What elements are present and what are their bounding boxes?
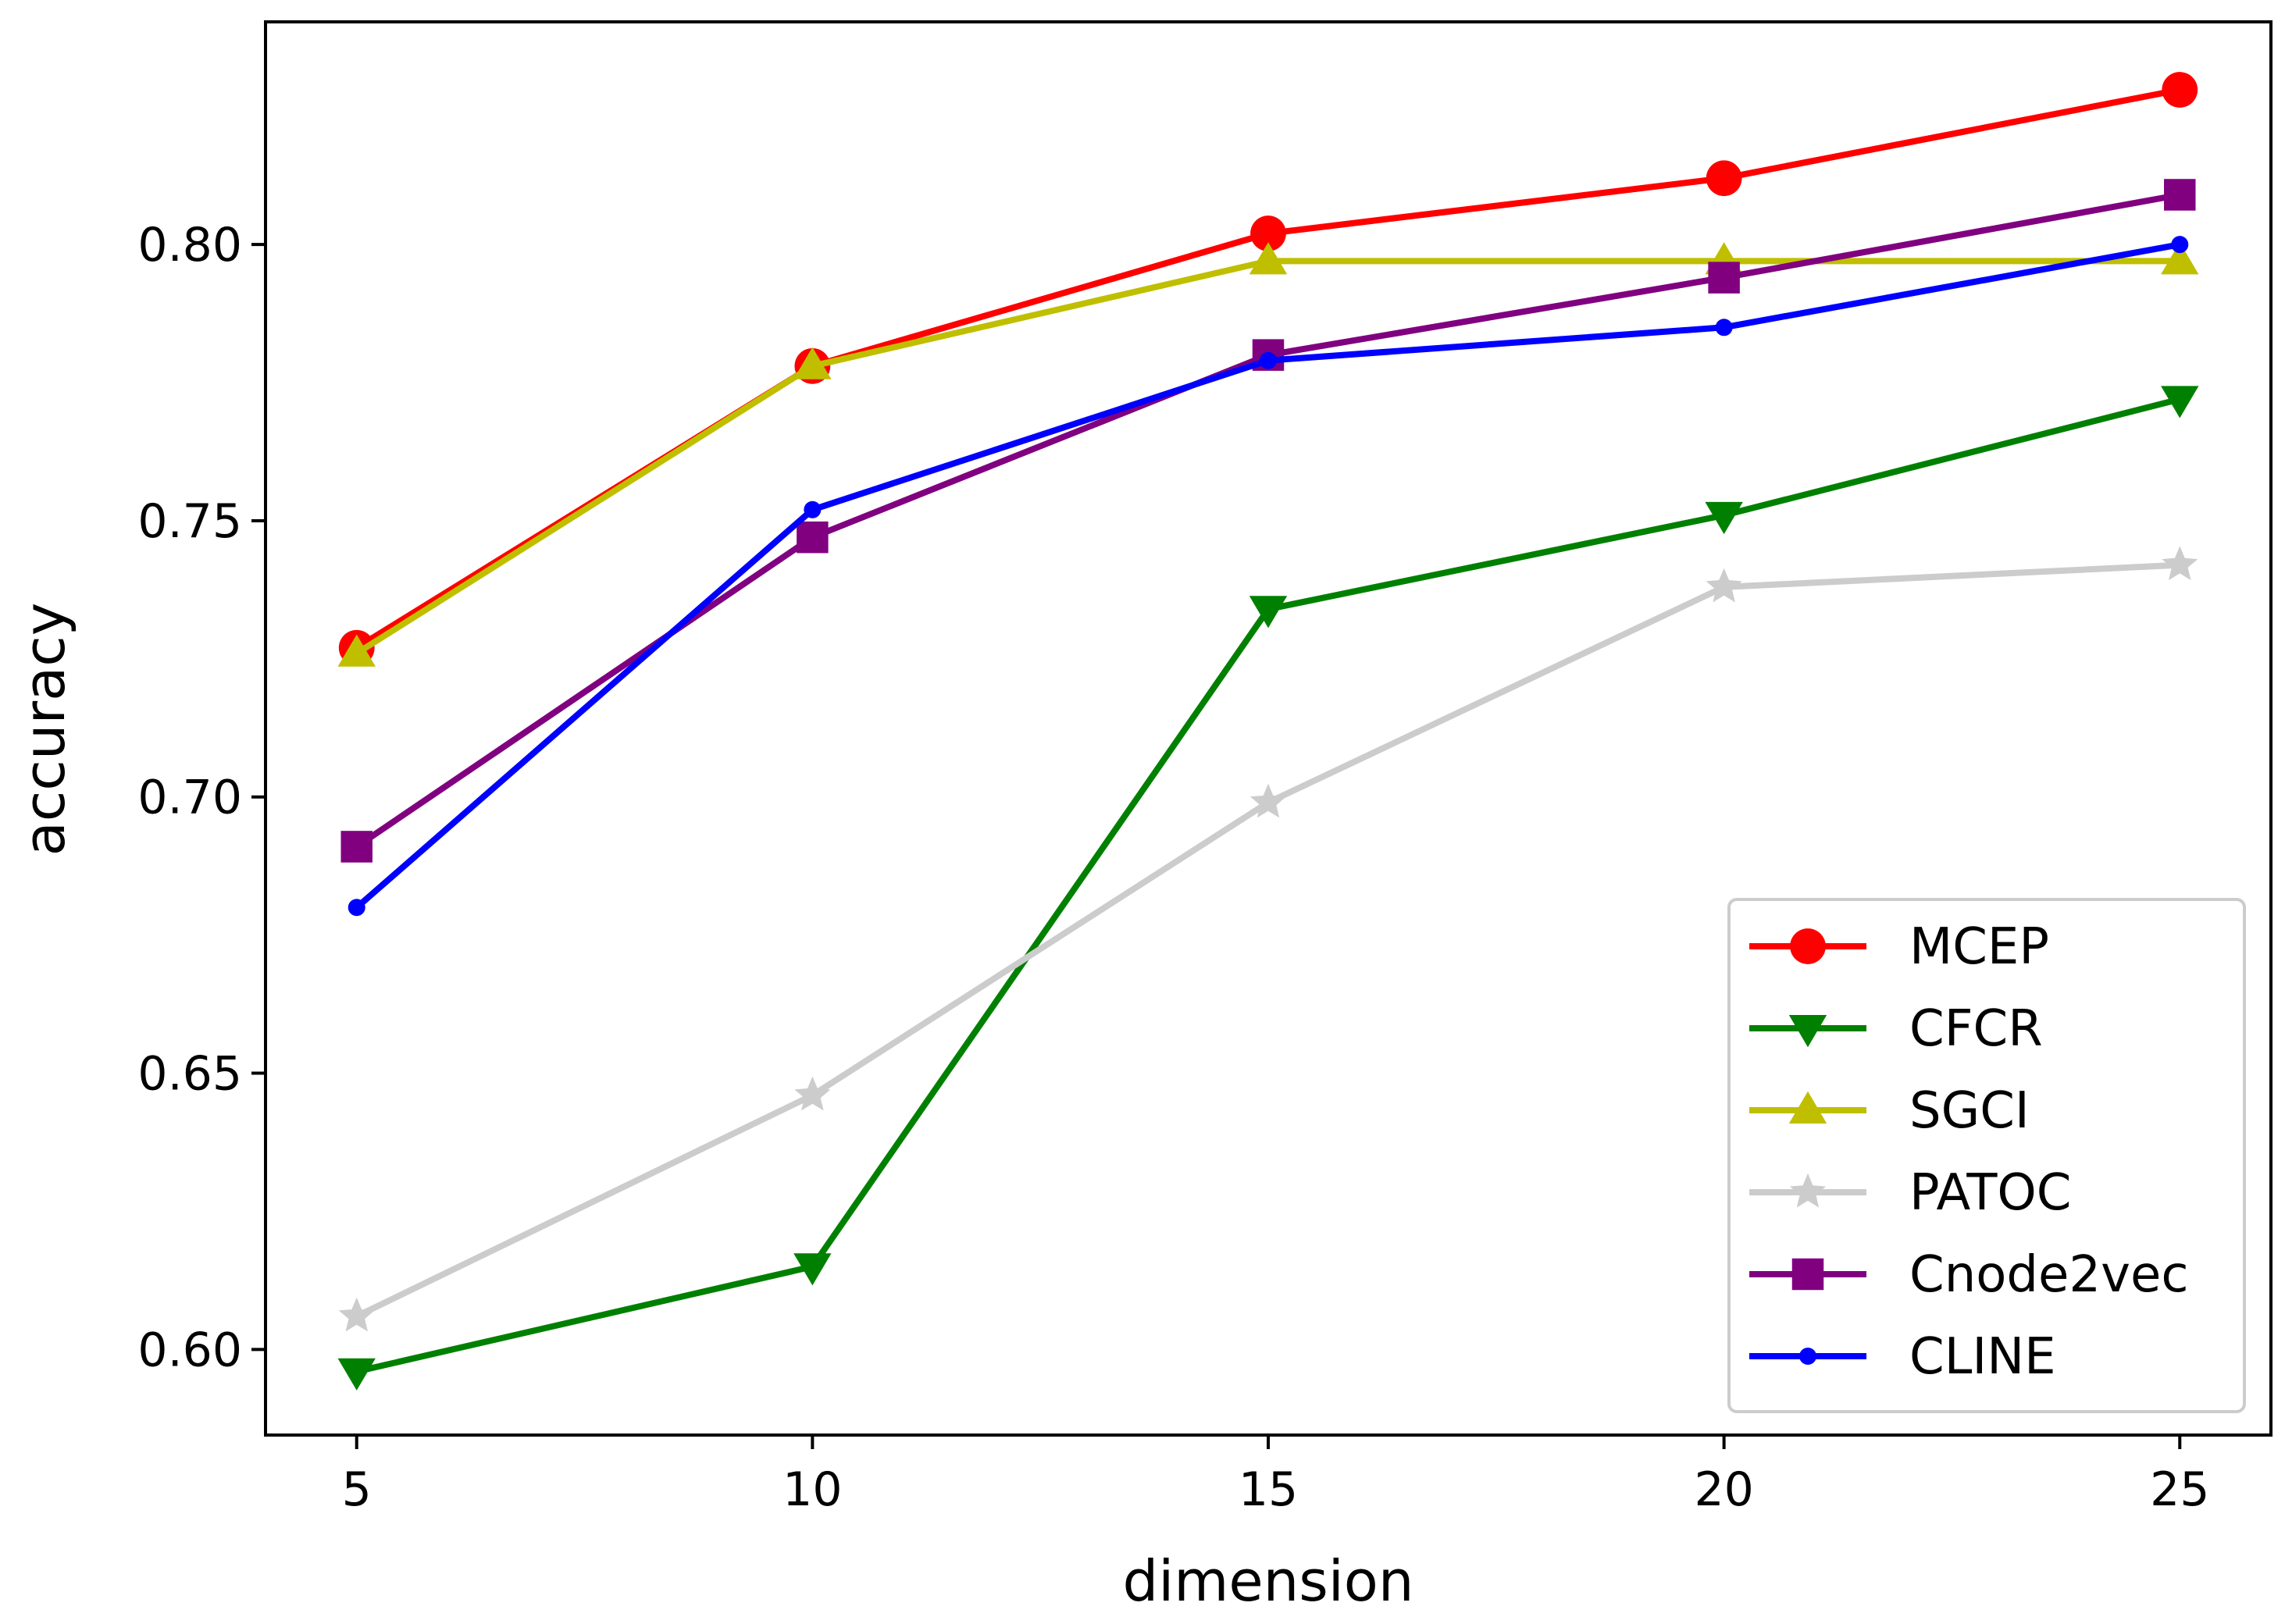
data-point-cfcr: [1249, 596, 1288, 629]
data-point-cline: [348, 899, 365, 917]
data-point-sgci: [793, 347, 832, 379]
y-tick-label: 0.75: [137, 494, 242, 549]
legend-item-mcep: MCEP: [1749, 918, 2049, 976]
data-point-cfcr: [2161, 386, 2199, 418]
legend-label-cline: CLINE: [1909, 1328, 2056, 1386]
legend-marker-cfcr: [1788, 1015, 1827, 1048]
data-point-cfcr: [337, 1358, 376, 1391]
data-point-cline: [1260, 351, 1277, 369]
x-tick-label: 5: [342, 1462, 372, 1517]
legend-marker-mcep: [1790, 928, 1826, 964]
data-point-cfcr: [1705, 501, 1743, 535]
data-point-mcep: [1706, 160, 1742, 197]
data-point-cnode2vec: [340, 831, 373, 863]
series-cline: [348, 236, 2189, 917]
legend-label-sgci: SGCI: [1909, 1082, 2030, 1140]
legend-marker-patoc: [1790, 1173, 1826, 1208]
data-point-mcep: [1250, 215, 1286, 251]
legend-marker-cline: [1799, 1348, 1816, 1365]
data-point-mcep: [2162, 72, 2198, 108]
data-point-cline: [804, 500, 822, 518]
x-tick-label: 15: [1239, 1462, 1298, 1517]
data-point-sgci: [2161, 242, 2199, 275]
y-tick-label: 0.70: [137, 771, 242, 825]
data-point-cfcr: [793, 1253, 832, 1286]
data-point-patoc: [338, 1297, 375, 1332]
data-point-cnode2vec: [797, 521, 829, 554]
y-tick-label: 0.65: [137, 1047, 242, 1102]
legend-item-patoc: PATOC: [1749, 1164, 2071, 1222]
series-layer: [337, 72, 2199, 1391]
legend-item-cline: CLINE: [1749, 1328, 2056, 1386]
x-tick-label: 20: [1694, 1462, 1753, 1517]
legend-item-cnode2vec: Cnode2vec: [1749, 1246, 2189, 1304]
data-point-cline: [2171, 236, 2189, 254]
series-patoc: [338, 546, 2198, 1332]
data-point-patoc: [2162, 546, 2198, 581]
x-tick-label: 25: [2150, 1462, 2209, 1517]
data-point-patoc: [1706, 568, 1742, 603]
legend-label-cfcr: CFCR: [1909, 1000, 2043, 1058]
legend-item-cfcr: CFCR: [1749, 1000, 2043, 1058]
legend-item-sgci: SGCI: [1749, 1082, 2030, 1140]
legend-label-patoc: PATOC: [1909, 1164, 2071, 1222]
series-cfcr: [337, 386, 2199, 1391]
y-axis-label: accuracy: [12, 603, 77, 857]
data-point-cnode2vec: [1708, 262, 1740, 294]
data-point-patoc: [794, 1076, 831, 1111]
y-tick-label: 0.60: [137, 1323, 242, 1377]
axis-ticks: 5 10 15 20 25 0.60 0.65 0.70 0.75 0.80: [137, 218, 2209, 1517]
legend-marker-sgci: [1788, 1091, 1827, 1124]
data-point-cline: [1715, 319, 1733, 337]
data-point-cnode2vec: [2164, 179, 2196, 211]
legend-label-cnode2vec: Cnode2vec: [1909, 1246, 2189, 1304]
data-point-sgci: [337, 634, 376, 667]
x-tick-label: 10: [782, 1462, 842, 1517]
legend: MCEP CFCR SGCI PATOC Cnode2vec CLINE: [1727, 898, 2246, 1413]
y-tick-label: 0.80: [137, 218, 242, 272]
legend-label-mcep: MCEP: [1909, 918, 2049, 976]
legend-marker-cnode2vec: [1791, 1258, 1824, 1291]
x-axis-label: dimension: [1123, 1548, 1414, 1614]
data-point-patoc: [1250, 783, 1286, 818]
data-point-sgci: [1249, 242, 1288, 275]
